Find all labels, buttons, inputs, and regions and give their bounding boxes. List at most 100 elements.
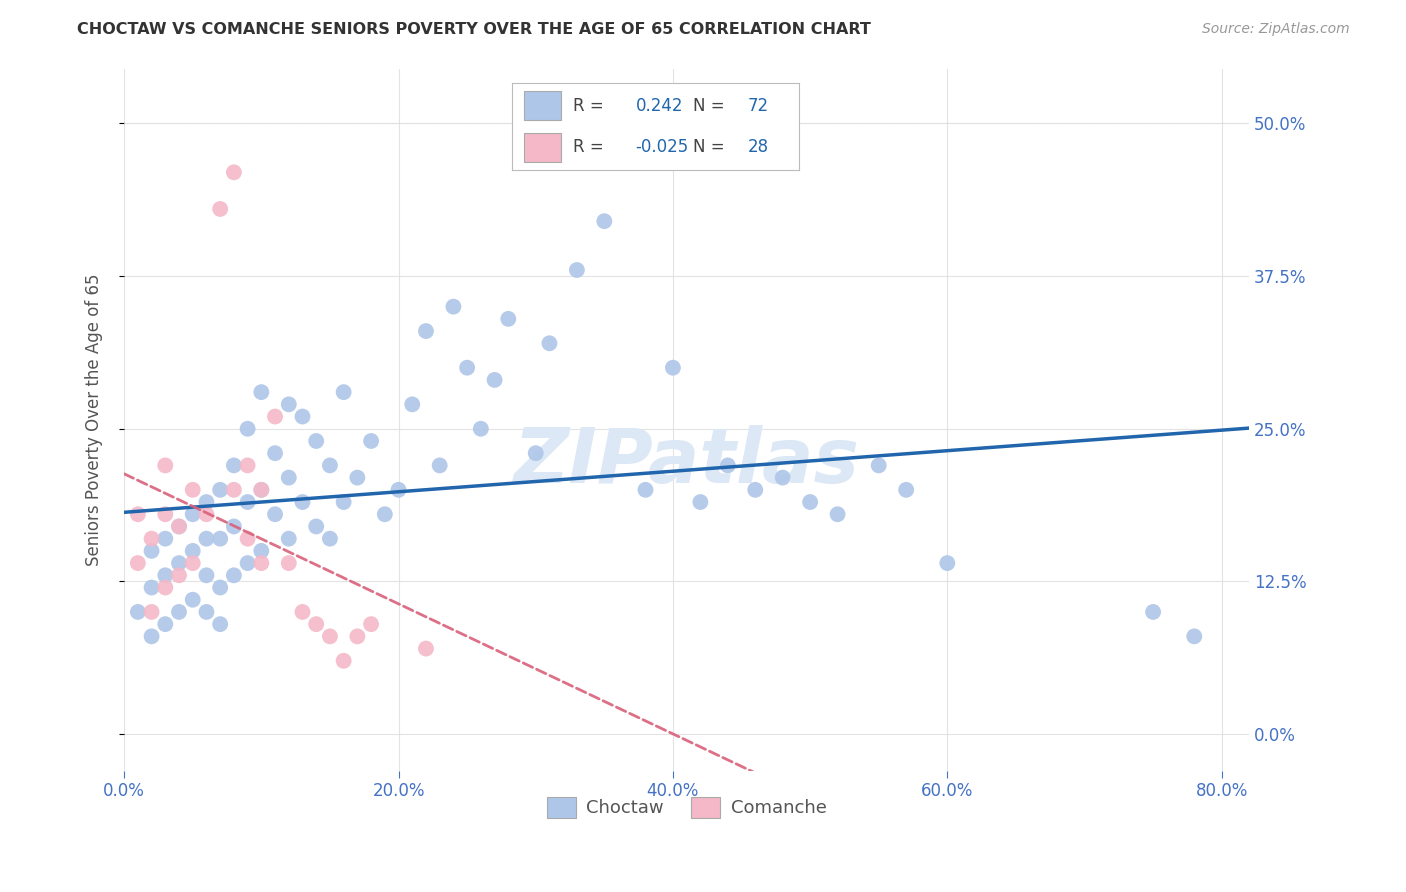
Point <box>346 470 368 484</box>
Point <box>181 556 204 570</box>
Point <box>717 458 740 473</box>
Point <box>1182 629 1205 643</box>
Point <box>250 556 273 570</box>
Point <box>181 508 204 522</box>
Point <box>167 605 190 619</box>
Point <box>360 434 382 448</box>
Point <box>593 214 616 228</box>
Point <box>155 532 177 546</box>
Point <box>195 532 218 546</box>
Point <box>415 641 437 656</box>
Point <box>470 422 492 436</box>
Point <box>167 519 190 533</box>
Point <box>236 532 259 546</box>
Point <box>456 360 478 375</box>
Point <box>332 495 354 509</box>
Point <box>195 495 218 509</box>
Point <box>894 483 917 497</box>
Point <box>374 508 396 522</box>
Point <box>799 495 821 509</box>
Point <box>155 508 177 522</box>
Point <box>346 629 368 643</box>
Point <box>868 458 890 473</box>
Point <box>209 532 232 546</box>
Point <box>141 605 163 619</box>
Text: Source: ZipAtlas.com: Source: ZipAtlas.com <box>1202 22 1350 37</box>
Point <box>772 470 794 484</box>
Point <box>155 458 177 473</box>
Point <box>332 654 354 668</box>
Point <box>250 385 273 400</box>
Point <box>744 483 766 497</box>
Point <box>264 409 287 424</box>
Point <box>195 605 218 619</box>
Point <box>181 544 204 558</box>
Point <box>291 605 314 619</box>
Point <box>634 483 657 497</box>
Point <box>415 324 437 338</box>
Point <box>181 483 204 497</box>
Point <box>167 519 190 533</box>
Point <box>236 422 259 436</box>
Point <box>401 397 423 411</box>
Point <box>264 446 287 460</box>
Point <box>498 311 520 326</box>
Point <box>250 483 273 497</box>
Point <box>264 508 287 522</box>
Point <box>291 409 314 424</box>
Point <box>360 617 382 632</box>
Point <box>195 568 218 582</box>
Point <box>827 508 849 522</box>
Point <box>209 581 232 595</box>
Point <box>167 556 190 570</box>
Point <box>209 617 232 632</box>
Point <box>484 373 506 387</box>
Text: ZIPatlas: ZIPatlas <box>513 425 859 499</box>
Point <box>155 568 177 582</box>
Point <box>429 458 451 473</box>
Point <box>305 434 328 448</box>
Point <box>662 360 685 375</box>
Point <box>236 495 259 509</box>
Point <box>209 202 232 216</box>
Point <box>538 336 561 351</box>
Point <box>222 568 245 582</box>
Point <box>222 519 245 533</box>
Point <box>277 532 299 546</box>
Text: CHOCTAW VS COMANCHE SENIORS POVERTY OVER THE AGE OF 65 CORRELATION CHART: CHOCTAW VS COMANCHE SENIORS POVERTY OVER… <box>77 22 872 37</box>
Point <box>167 568 190 582</box>
Point <box>155 581 177 595</box>
Y-axis label: Seniors Poverty Over the Age of 65: Seniors Poverty Over the Age of 65 <box>86 273 103 566</box>
Point <box>236 458 259 473</box>
Point <box>141 581 163 595</box>
Point <box>141 544 163 558</box>
Point <box>936 556 959 570</box>
Point <box>319 532 342 546</box>
Point <box>441 300 464 314</box>
Point <box>141 532 163 546</box>
Point <box>387 483 409 497</box>
Point <box>127 605 149 619</box>
Point <box>319 458 342 473</box>
Point <box>127 556 149 570</box>
Point <box>305 617 328 632</box>
Point <box>195 508 218 522</box>
Point <box>181 592 204 607</box>
Point <box>1142 605 1164 619</box>
Point <box>250 544 273 558</box>
Legend: Choctaw, Comanche: Choctaw, Comanche <box>540 789 834 825</box>
Point <box>291 495 314 509</box>
Point <box>236 556 259 570</box>
Point <box>319 629 342 643</box>
Point <box>565 263 588 277</box>
Point <box>689 495 711 509</box>
Point <box>209 483 232 497</box>
Point <box>222 165 245 179</box>
Point <box>524 446 547 460</box>
Point <box>141 629 163 643</box>
Point <box>277 470 299 484</box>
Point <box>332 385 354 400</box>
Point <box>305 519 328 533</box>
Point <box>222 483 245 497</box>
Point <box>250 483 273 497</box>
